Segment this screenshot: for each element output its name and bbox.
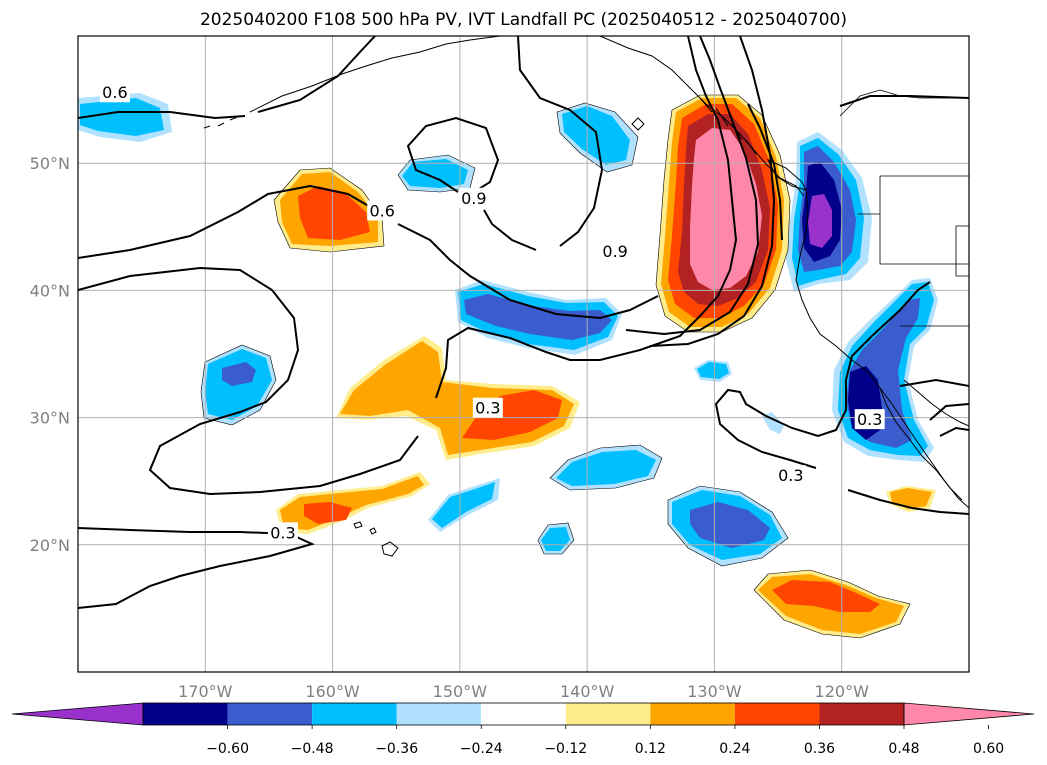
colorbar-bin: [396, 703, 482, 725]
contour-label: 0.6: [102, 83, 127, 102]
colorbar-bin: [481, 703, 566, 725]
lon-tick-label: 150°W: [433, 682, 488, 701]
colorbar-bin: [819, 703, 904, 725]
colorbar: [11, 702, 1035, 726]
anomaly-orange-160w: [274, 168, 384, 252]
longitude-labels: 170°W 160°W 150°W 140°W 130°W 120°W: [178, 682, 869, 701]
colorbar-bin: [143, 703, 228, 725]
colorbar-tick-label: 0.48: [888, 741, 919, 757]
lon-tick-label: 170°W: [178, 682, 233, 701]
map-title: 2025040200 F108 500 hPa PV, IVT Landfall…: [199, 10, 847, 30]
lat-tick-label: 30°N: [30, 409, 70, 428]
colorbar-extend-min: [11, 702, 144, 726]
latitude-labels: 20°N 30°N 40°N 50°N: [30, 154, 70, 555]
anomaly-blue-small: [694, 360, 732, 382]
map-background: [78, 36, 969, 672]
colorbar-tick-label: 0.60: [973, 741, 1004, 757]
anomaly-nw-blue: [78, 93, 172, 142]
anomaly-orange-124w: [754, 570, 910, 638]
contour-label-bg: [600, 241, 631, 262]
lon-tick-label: 140°W: [560, 682, 615, 701]
colorbar-extend-max: [903, 702, 1035, 726]
contour-label: 0.3: [475, 399, 500, 418]
anomaly-orange-152w: [336, 336, 580, 460]
colorbar-tick-label: 0.12: [635, 741, 666, 757]
map-frame: [77, 35, 970, 673]
contour-label-bg: [367, 200, 398, 221]
colorbar-labels: −0.60 −0.48 −0.36 −0.24 −0.12 0.12 0.24 0.36 0.4…: [206, 725, 1004, 757]
contour-label: 0.3: [778, 466, 803, 485]
contour-label: 0.9: [602, 242, 627, 261]
colorbar-tick-label: −0.12: [544, 741, 587, 757]
contour-label: 0.6: [369, 202, 394, 221]
colorbar-bin: [312, 703, 397, 725]
colorbar-bin: [565, 703, 651, 725]
gridlines: [78, 36, 969, 672]
colorbar-tick-label: −0.24: [460, 741, 503, 757]
colorbar-tick-label: −0.36: [375, 741, 418, 757]
lat-tick-label: 50°N: [30, 154, 70, 173]
contour-label-bg: [267, 522, 298, 543]
contour-label-bg: [775, 465, 806, 486]
anomaly-outlines: [200, 94, 911, 639]
lon-tick-label: 160°W: [305, 682, 360, 701]
lat-tick-label: 40°N: [30, 281, 70, 300]
colorbar-bin: [650, 703, 735, 725]
contour-labels: 0.6 0.6 0.9 0.9 0.3 0.3 0.3 0.3: [99, 82, 885, 543]
contour-label: 0.3: [857, 410, 882, 429]
colorbar-tick-label: 0.24: [719, 741, 750, 757]
anomaly-blue-130w: [668, 486, 788, 566]
lon-tick-label: 120°W: [815, 682, 870, 701]
colorbar-tick-label: −0.60: [206, 741, 249, 757]
colorbar-frame: [142, 702, 905, 726]
colorbar-tick-label: 0.36: [804, 741, 835, 757]
contour-label-bg: [854, 409, 885, 430]
contour-label-bg: [99, 82, 130, 103]
colorbar-bin: [227, 703, 313, 725]
lat-tick-label: 20°N: [30, 536, 70, 555]
anomaly-blue-150w: [398, 155, 475, 192]
borders: [839, 89, 969, 327]
contour-label-bg: [472, 397, 503, 418]
pv-contours: [78, 36, 969, 609]
lon-tick-label: 130°W: [687, 682, 742, 701]
anomaly-orange-160w-south: [276, 472, 430, 534]
anomaly-blue-145w: [455, 280, 622, 355]
colorbar-tick-label: −0.48: [291, 741, 334, 757]
anomaly-blue-150w-south: [428, 478, 500, 532]
contour-label: 0.3: [270, 523, 295, 542]
colorbar-bin: [734, 703, 820, 725]
contour-label-bg: [458, 187, 489, 208]
contour-label: 0.9: [461, 189, 486, 208]
